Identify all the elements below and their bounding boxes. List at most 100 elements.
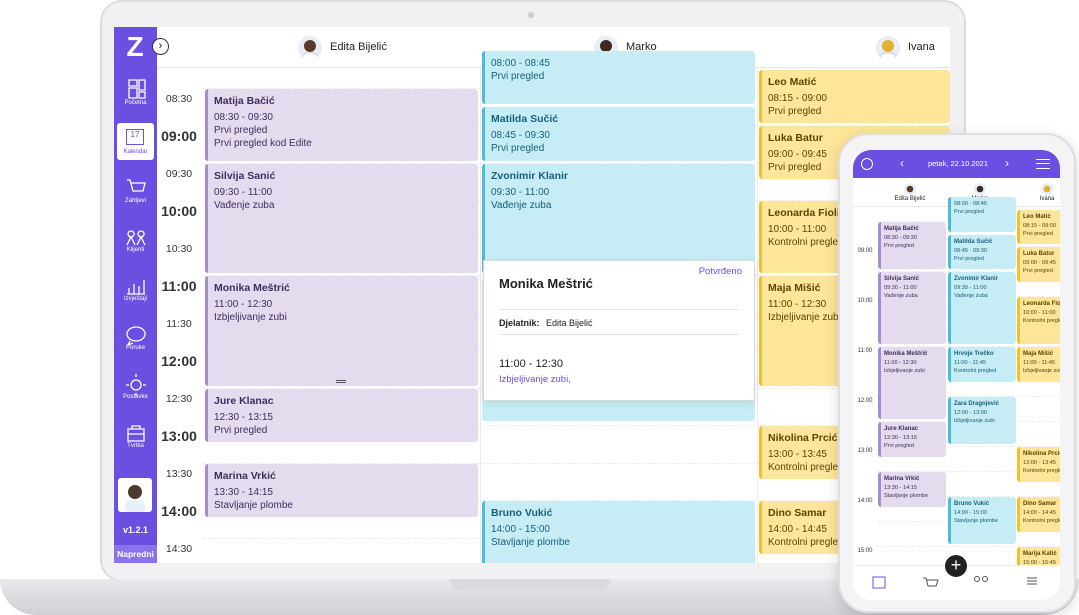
version: v1.2.1: [122, 525, 149, 535]
time-label: 15:00: [857, 548, 873, 554]
nav-label[interactable]: Kalendar: [123, 149, 148, 155]
appointment[interactable]: Zvonimir Klanir 09:30 - 11:00 Vađenje zuba: [948, 272, 1016, 344]
phone-date: petak, 22.10.2021: [927, 159, 989, 168]
plan: Napredni: [114, 545, 157, 563]
appointment-time: 08:00 - 08:45: [491, 58, 550, 69]
icon: [128, 79, 146, 99]
appointment[interactable]: Jure Klanac 12:30 - 13:15 Prvi pregled: [878, 422, 946, 457]
client-name: Silvija Sanić: [214, 169, 276, 182]
client-name: Nikolina Prcić: [768, 432, 838, 444]
nav-label[interactable]: Klijenti: [126, 247, 145, 253]
service: Prvi pregled: [768, 105, 822, 117]
expand-button[interactable]: ›: [152, 38, 169, 55]
appointment[interactable]: Luka Batur 09:00 - 09:45 Prvi pregled: [1017, 247, 1060, 282]
time-label: 14:30: [165, 542, 193, 555]
appointment[interactable]: Zvonimir Klanir 09:30 - 11:00 Vađenje zuba: [482, 163, 755, 273]
appointment-time: 12:30 - 13:15: [884, 435, 917, 441]
client-name: Silvija Sanić: [884, 276, 920, 282]
grid-line: [203, 162, 950, 164]
appointment[interactable]: Leo Matić 08:15 - 09:00 Prvi pregled: [1017, 209, 1060, 244]
popup-divider: [499, 334, 739, 335]
appointment[interactable]: Marina Vrkić 13:30 - 14:15 Stavljanje plom…: [205, 463, 478, 517]
client-name: Nikolina Prcić: [1023, 451, 1060, 457]
appointment[interactable]: Bruno Vukić 14:00 - 15:00 Stavljanje plomb…: [482, 501, 755, 563]
client-name: Leonarda Fiolić: [768, 207, 846, 219]
appointment-popup[interactable]: Potvrđeno Monika Meštrić Djelatnik: Edita B…: [483, 260, 755, 401]
appointment[interactable]: Bruno Vukić 14:00 - 15:00 Stavljanje plomb…: [948, 497, 1016, 544]
service: Vađenje zuba: [491, 199, 552, 211]
appointment[interactable]: Nikolina Prcić 13:00 - 13:45 Kontrolni pre…: [1017, 447, 1060, 482]
appointment[interactable]: Hrvoje Trečko 11:00 - 11:45 Kontrolni preg…: [948, 347, 1016, 382]
appointment[interactable]: Monika Meštrić 11:00 - 12:30 Izbjeljivanje…: [878, 347, 946, 419]
appointment[interactable]: Silvija Sanić 09:30 - 11:00 Vađenje zuba: [205, 163, 478, 273]
nav-icon[interactable]: [121, 174, 151, 200]
appointment[interactable]: Dino Samar 14:00 - 14:45 Kontrolni pregled: [1017, 497, 1060, 532]
appointment[interactable]: Matija Bačić 08:30 - 09:30 Prvi pregled Prv…: [205, 88, 478, 161]
prev-day[interactable]: ‹: [900, 156, 904, 170]
appointment-time: 08:30 - 09:30: [214, 111, 273, 123]
appointment[interactable]: Jure Klanac 12:30 - 13:15 Prvi pregled: [205, 388, 478, 442]
nav-label[interactable]: Poruke: [125, 345, 145, 351]
add-button[interactable]: +: [945, 555, 967, 577]
staff-label: Djelatnik:: [499, 318, 540, 328]
user-avatar[interactable]: [118, 478, 152, 512]
popup-time: 11:00 - 12:30: [499, 358, 564, 370]
time-label: 10:00: [161, 203, 197, 219]
nav-icon[interactable]: [121, 419, 151, 445]
appointment[interactable]: Matilda Sučić 08:45 - 09:30 Prvi pregled: [482, 107, 755, 161]
appointment-time: 09:30 - 11:00: [954, 285, 987, 291]
appointment[interactable]: Maja Mišić 11:00 - 11:45 Izbjeljivanje zub…: [1017, 347, 1060, 382]
time-label: 08:30: [165, 92, 193, 105]
client-name: Leo Matić: [1023, 213, 1051, 220]
appointment-time: 11:00 - 12:30: [214, 299, 273, 310]
appointment-time: 12:30 - 13:15: [214, 411, 273, 423]
menu-icon[interactable]: [1036, 159, 1050, 169]
nav-label[interactable]: Izvještaji: [123, 296, 147, 302]
nav-label[interactable]: Zahtjevi: [124, 198, 146, 204]
appointment-time: 08:30 - 09:30: [884, 235, 917, 241]
client-name: Dino Samar: [768, 507, 827, 519]
popup-divider: [499, 309, 739, 310]
grid-line: [203, 425, 950, 426]
client-name: Zvonimir Klanir: [491, 169, 569, 182]
appointment[interactable]: Monika Meštrić 11:00 - 12:30 Izbjeljivanje…: [205, 276, 478, 386]
appointment[interactable]: Leonarda Fiolić 10:00 - 11:00 Kontrolni pr…: [1017, 297, 1060, 344]
client-name: Jure Klanac: [884, 426, 919, 432]
nav-icon[interactable]: [121, 321, 151, 347]
nav-icon[interactable]: [121, 76, 151, 102]
appointment[interactable]: 08:00 - 08:45 Prvi pregled: [482, 51, 755, 105]
time-label: 11:30: [166, 317, 192, 330]
logo[interactable]: Z: [126, 31, 144, 62]
client-name: Luka Batur: [1023, 251, 1055, 257]
grid-line: [877, 346, 1060, 347]
nav-icon[interactable]: [121, 223, 151, 249]
appointment[interactable]: Matija Bačić 08:30 - 09:30 Prvi pregled: [878, 222, 946, 269]
resize-handle[interactable]: [336, 380, 346, 383]
appointment[interactable]: 08:00 - 08:45 Prvi pregled: [948, 197, 1016, 232]
client-name: Marina Vrkić: [884, 476, 920, 482]
appointment[interactable]: Matilda Sučić 08:45 - 09:30 Prvi pregled: [948, 234, 1016, 269]
time-label: 13:00: [161, 428, 197, 444]
nav-label[interactable]: Tvrtka: [127, 443, 144, 449]
refresh-icon[interactable]: [861, 158, 873, 170]
nav-label[interactable]: Postavke: [123, 394, 148, 400]
service: Izbjeljivanje zubi: [1023, 368, 1060, 374]
grid-line: [877, 496, 1060, 497]
nav-icon[interactable]: [121, 272, 151, 298]
appointment[interactable]: Zara Dragojević 12:00 - 13:00 Izbjeljivanj…: [948, 397, 1016, 444]
appointment-time: 08:00 - 08:45: [954, 201, 987, 207]
appointment[interactable]: Marina Vrkić 13:30 - 14:15 Stavljanje plom…: [878, 472, 946, 507]
appointment-time: 08:45 - 09:30: [491, 130, 550, 142]
appointment-time: 13:00 - 13:45: [768, 449, 827, 460]
next-day[interactable]: ›: [1005, 156, 1009, 170]
nav-label[interactable]: Početna: [124, 100, 147, 106]
service: Prvi pregled: [768, 162, 822, 173]
time-label: 11:00: [161, 278, 197, 294]
nav-icon[interactable]: [121, 370, 151, 396]
client-name: Marina Vrkić: [214, 469, 276, 482]
time-label: 10:30: [165, 242, 193, 255]
staff-avatar: [298, 36, 322, 60]
service: Prvi pregled: [1023, 268, 1053, 274]
appointment[interactable]: Leo Matić 08:15 - 09:00 Prvi pregled: [759, 69, 950, 123]
appointment[interactable]: Silvija Sanić 09:30 - 11:00 Vađenje zuba: [878, 272, 946, 344]
